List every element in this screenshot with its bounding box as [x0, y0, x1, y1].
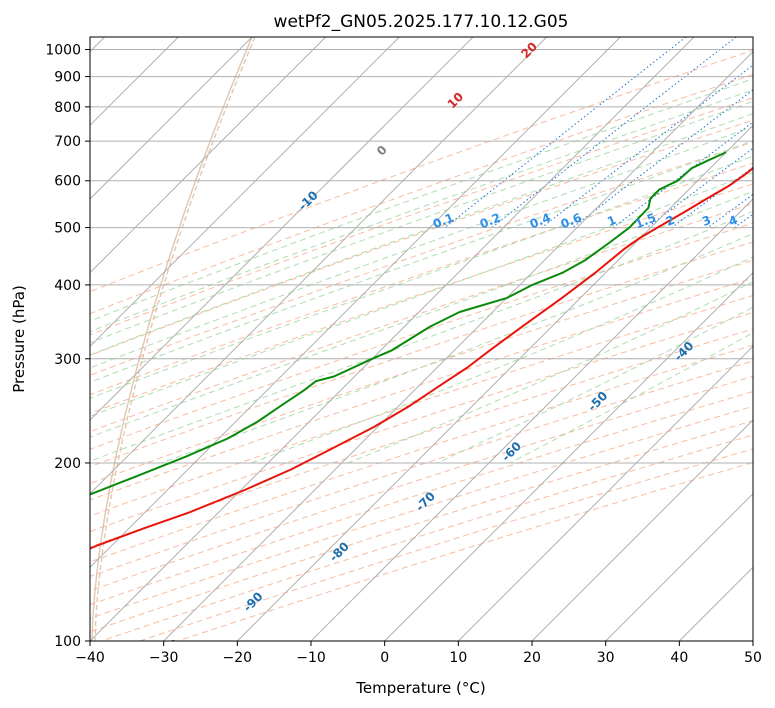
x-tick-label: 50 — [744, 650, 762, 666]
isotherm-line — [236, 124, 753, 641]
moist-adiabat — [90, 155, 753, 399]
isotherm-line — [90, 37, 400, 348]
x-tick-label: −20 — [223, 650, 253, 666]
dry-adiabat — [90, 375, 753, 592]
isotherm-line — [90, 37, 621, 569]
moist-adiabat — [90, 210, 753, 462]
x-tick-label: −40 — [75, 650, 105, 666]
y-tick-label: 200 — [54, 456, 81, 472]
y-tick-label: 900 — [54, 70, 81, 86]
dewpoint-line — [90, 151, 727, 496]
moist-adiabat — [90, 140, 753, 383]
dry-adiabat — [90, 328, 753, 548]
y-tick-label: 100 — [54, 634, 81, 650]
isotherm-line — [90, 37, 695, 641]
dry-adiabat — [90, 97, 753, 336]
isotherm-line — [457, 345, 753, 641]
moist-adiabat — [90, 78, 753, 322]
isotherm-line — [310, 198, 753, 641]
x-axis: −40 −30 −20 −10 0 10 20 30 40 50 — [75, 641, 762, 666]
isotherm-line — [90, 37, 474, 421]
isoline-labels: -100-90-80-70-60-50-40-30-20-10010203040… — [151, 39, 739, 641]
x-tick-label: 20 — [523, 650, 541, 666]
dry-adiabat — [90, 141, 753, 376]
dry-adiabat — [90, 311, 753, 533]
dry-adiabat — [90, 49, 753, 293]
moist-adiabat — [90, 172, 753, 417]
isotherm-line — [384, 271, 753, 641]
dry-adiabat — [90, 277, 753, 501]
plot-frame — [89, 36, 754, 642]
x-axis-title: Temperature (°C) — [355, 679, 485, 697]
mixing-ratio-line — [572, 89, 753, 229]
x-tick-label: 0 — [380, 650, 389, 666]
y-axis-title: Pressure (hPa) — [10, 285, 28, 393]
y-axis: 100 200 300 400 500 600 700 800 900 1000 — [45, 43, 90, 650]
x-tick-label: −10 — [296, 650, 326, 666]
y-tick-label: 500 — [54, 221, 81, 237]
grid-lines — [90, 37, 753, 641]
mixing-ratio-line — [541, 64, 753, 229]
isotherm-line — [90, 37, 327, 274]
series-lines — [90, 151, 753, 550]
isotherm-line — [90, 37, 253, 200]
moist-adiabat — [90, 89, 753, 333]
x-tick-label: −30 — [149, 650, 179, 666]
y-tick-label: 700 — [54, 134, 81, 150]
moist-adiabat — [90, 126, 753, 369]
isotherm-line — [605, 492, 753, 641]
moist-adiabat — [90, 113, 753, 356]
moist-adiabat — [347, 281, 753, 464]
dry-adiabat — [90, 222, 753, 450]
moist-adiabat — [90, 100, 753, 344]
y-tick-label: 600 — [54, 174, 81, 190]
temperature-line — [90, 166, 753, 550]
dry-adiabat — [90, 162, 753, 396]
x-tick-label: 40 — [670, 650, 688, 666]
moist-adiabat — [250, 256, 753, 464]
isotherm-line — [90, 37, 548, 495]
lcl-curve — [91, 37, 253, 641]
x-tick-label: 30 — [597, 650, 615, 666]
y-tick-label: 1000 — [45, 43, 81, 59]
dry-adiabat — [90, 241, 753, 468]
y-tick-label: 400 — [54, 278, 81, 294]
lcl-curve — [94, 37, 256, 641]
isotherm-line — [531, 419, 753, 641]
chart-title: wetPf2_GN05.2025.177.10.12.G05 — [274, 12, 569, 32]
isotherm-line — [163, 50, 753, 641]
y-tick-label: 800 — [54, 100, 81, 116]
dry-adiabat — [90, 73, 753, 315]
y-tick-label: 300 — [54, 352, 81, 368]
x-tick-label: 10 — [449, 650, 467, 666]
